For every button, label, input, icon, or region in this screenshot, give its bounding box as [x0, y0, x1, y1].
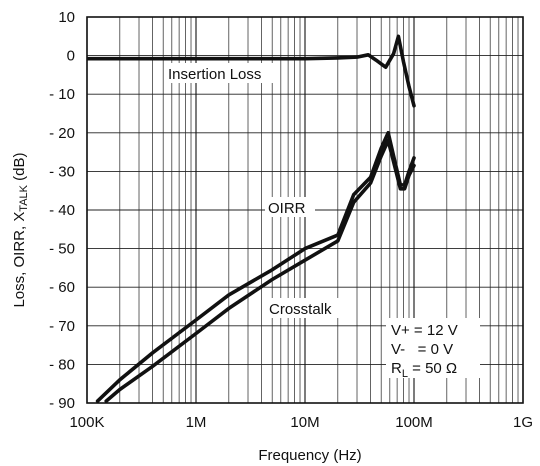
annotations: Insertion Loss OIRR Crosstalk V+ = 12 V …: [165, 63, 480, 380]
x-tick-label: 100M: [395, 414, 433, 431]
y-tick-label: - 50: [49, 241, 75, 258]
tick-labels: 10 0 - 10 - 20 - 30 - 40 - 50 - 60 - 70 - 80 - 90 1…: [49, 9, 533, 431]
y-tick-label: 10: [58, 9, 75, 26]
y-axis-title-part: (dB): [11, 152, 28, 185]
insertion-loss-label-bg: [165, 63, 278, 83]
conditions-rl-prefix: R: [391, 360, 402, 377]
x-tick-label: 10M: [290, 414, 319, 431]
x-tick-label: 100K: [69, 414, 104, 431]
y-axis-title: Loss, OIRR, XTALK (dB): [11, 152, 30, 307]
conditions-rl-subscript: L: [402, 368, 408, 380]
y-axis-title-subscript: TALK: [18, 184, 30, 211]
y-tick-label: - 70: [49, 318, 75, 335]
oirr-label: OIRR: [268, 200, 306, 217]
y-axis-title-part: Loss, OIRR, X: [11, 212, 28, 308]
y-tick-label: - 30: [49, 163, 75, 180]
y-tick-label: - 60: [49, 279, 75, 296]
x-tick-label: 1G: [513, 414, 533, 431]
x-axis-title: Frequency (Hz): [258, 447, 361, 464]
plot-frame: [86, 16, 524, 404]
y-tick-label: - 40: [49, 202, 75, 219]
series-line-oirr: [95, 131, 416, 403]
y-tick-label: - 10: [49, 86, 75, 103]
series-line-insertion-loss: [87, 34, 416, 108]
series-layer: [87, 34, 416, 403]
y-tick-label: 0: [67, 48, 75, 65]
oirr-label-bg: [265, 197, 315, 217]
crosstalk-label: Crosstalk: [269, 301, 332, 318]
crosstalk-label-bg: [266, 298, 344, 318]
conditions-rl-value: = 50 Ω: [408, 360, 457, 377]
y-tick-label: - 90: [49, 395, 75, 412]
series-line-crosstalk: [104, 138, 416, 403]
y-tick-label: - 80: [49, 356, 75, 373]
conditions-box: [386, 318, 480, 378]
x-tick-label: 1M: [186, 414, 207, 431]
conditions-line-2: V- = 0 V: [391, 341, 453, 358]
conditions-line-3: RL = 50 Ω: [391, 360, 457, 380]
y-tick-label: - 20: [49, 125, 75, 142]
insertion-loss-label: Insertion Loss: [168, 66, 261, 83]
conditions-line-1: V+ = 12 V: [391, 322, 458, 339]
